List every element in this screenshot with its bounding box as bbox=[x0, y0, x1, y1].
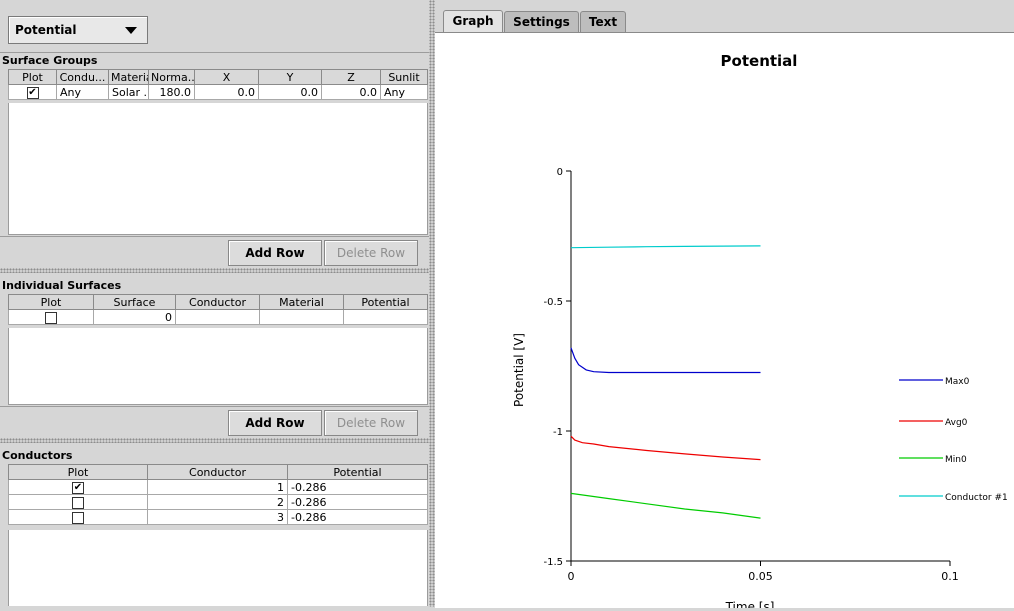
conductor-cell[interactable]: Any bbox=[56, 84, 109, 100]
divider bbox=[0, 236, 429, 237]
table-header: Plot Condu... Material Norma... X Y Z Su… bbox=[8, 69, 428, 85]
tab-settings[interactable]: Settings bbox=[504, 11, 579, 32]
add-row-button[interactable]: Add Row bbox=[228, 240, 322, 266]
y-tick-label: -1.5 bbox=[543, 557, 563, 568]
table-row[interactable]: 2 -0.286 bbox=[8, 494, 428, 510]
table-header: Plot Surface Conductor Material Potentia… bbox=[8, 294, 428, 310]
y-tick-label: -0.5 bbox=[543, 297, 563, 308]
chart-title: Potential bbox=[721, 52, 798, 70]
add-row-button[interactable]: Add Row bbox=[228, 410, 322, 436]
series-line-conductor-1 bbox=[570, 245, 761, 249]
plot-checkbox[interactable]: ✔ bbox=[72, 481, 84, 494]
potential-cell[interactable] bbox=[343, 309, 428, 325]
table-empty-area bbox=[8, 328, 428, 405]
conductor-cell[interactable] bbox=[175, 309, 260, 325]
normal-cell[interactable]: 180.0 bbox=[148, 84, 195, 100]
conductor-cell[interactable]: 1 bbox=[147, 479, 288, 495]
table-empty-area bbox=[8, 103, 428, 235]
x-axis-label: Time [s] bbox=[725, 600, 775, 608]
legend-label: Max0 bbox=[945, 377, 970, 387]
delete-row-button[interactable]: Delete Row bbox=[324, 240, 418, 266]
conductor-cell[interactable]: 2 bbox=[147, 494, 288, 510]
divider bbox=[0, 406, 429, 407]
col-material[interactable]: Material bbox=[108, 69, 149, 85]
plot-checkbox[interactable] bbox=[45, 311, 57, 324]
right-panel: Graph Settings Text Potential Potential … bbox=[435, 0, 1014, 611]
conductors-title: Conductors bbox=[2, 449, 73, 462]
table-row[interactable]: ✔ Any Solar ... 180.0 0.0 0.0 0.0 Any bbox=[8, 84, 428, 100]
col-z[interactable]: Z bbox=[321, 69, 381, 85]
delete-row-button[interactable]: Delete Row bbox=[324, 410, 418, 436]
conductors-table: Plot Conductor Potential ✔ 1 -0.286 2 -0… bbox=[8, 464, 428, 525]
sunlit-cell[interactable]: Any bbox=[380, 84, 428, 100]
plot-cell[interactable]: ✔ bbox=[8, 84, 57, 100]
splitter-handle[interactable] bbox=[0, 268, 429, 273]
z-cell[interactable]: 0.0 bbox=[321, 84, 381, 100]
dropdown-value: Potential bbox=[15, 23, 77, 37]
plot-cell[interactable] bbox=[8, 509, 148, 525]
col-x[interactable]: X bbox=[194, 69, 259, 85]
x-tick-label: 0.05 bbox=[748, 570, 773, 583]
plot-checkbox[interactable]: ✔ bbox=[26, 86, 39, 99]
legend-label: Min0 bbox=[945, 455, 967, 465]
col-plot[interactable]: Plot bbox=[8, 464, 148, 480]
legend-label: Avg0 bbox=[945, 418, 968, 428]
splitter-handle[interactable] bbox=[0, 438, 429, 443]
x-tick-label: 0.1 bbox=[941, 570, 959, 583]
material-cell[interactable] bbox=[259, 309, 344, 325]
table-row[interactable]: ✔ 1 -0.286 bbox=[8, 479, 428, 495]
table-row[interactable]: 3 -0.286 bbox=[8, 509, 428, 525]
tab-text[interactable]: Text bbox=[580, 11, 626, 32]
individual-surfaces-title: Individual Surfaces bbox=[2, 279, 122, 292]
col-sunlit[interactable]: Sunlit bbox=[380, 69, 428, 85]
plot-cell[interactable] bbox=[8, 494, 148, 510]
plot-cell[interactable]: ✔ bbox=[8, 479, 148, 495]
potential-cell[interactable]: -0.286 bbox=[287, 479, 428, 495]
col-potential[interactable]: Potential bbox=[343, 294, 428, 310]
series-line-min0 bbox=[570, 492, 761, 519]
table-header: Plot Conductor Potential bbox=[8, 464, 428, 480]
divider bbox=[0, 52, 429, 53]
plot-checkbox[interactable] bbox=[72, 511, 84, 524]
surface-cell[interactable]: 0 bbox=[93, 309, 176, 325]
col-conductor[interactable]: Conductor bbox=[147, 464, 288, 480]
chevron-down-icon bbox=[125, 27, 137, 34]
col-conductor[interactable]: Conductor bbox=[175, 294, 260, 310]
series-line-avg0 bbox=[570, 435, 761, 461]
col-potential[interactable]: Potential bbox=[287, 464, 428, 480]
material-cell[interactable]: Solar ... bbox=[108, 84, 149, 100]
plot-cell[interactable] bbox=[8, 309, 94, 325]
potential-chart: Potential Potential [V] Time [s] 0 -0.5 -1… bbox=[512, 52, 1008, 611]
legend-label: Conductor #1 bbox=[945, 493, 1008, 503]
graph-panel: Potential Potential [V] Time [s] 0 -0.5 -1… bbox=[435, 32, 1014, 611]
surface-groups-table: Plot Condu... Material Norma... X Y Z Su… bbox=[8, 69, 428, 100]
y-tick-label: 0 bbox=[557, 167, 563, 178]
plot-type-dropdown[interactable]: Potential bbox=[8, 16, 148, 44]
x-cell[interactable]: 0.0 bbox=[194, 84, 259, 100]
col-plot[interactable]: Plot bbox=[8, 69, 57, 85]
potential-cell[interactable]: -0.286 bbox=[287, 494, 428, 510]
surface-groups-title: Surface Groups bbox=[2, 54, 98, 67]
col-plot[interactable]: Plot bbox=[8, 294, 94, 310]
series-line-max0 bbox=[570, 347, 761, 374]
col-conductor[interactable]: Condu... bbox=[56, 69, 109, 85]
table-row[interactable]: 0 bbox=[8, 309, 428, 325]
col-material[interactable]: Material bbox=[259, 294, 344, 310]
conductor-cell[interactable]: 3 bbox=[147, 509, 288, 525]
left-panel: Potential Surface Groups Plot Condu... M… bbox=[0, 0, 429, 607]
plot-checkbox[interactable] bbox=[72, 496, 84, 509]
y-cell[interactable]: 0.0 bbox=[258, 84, 322, 100]
tab-graph[interactable]: Graph bbox=[443, 10, 503, 33]
col-normal[interactable]: Norma... bbox=[148, 69, 195, 85]
individual-surfaces-table: Plot Surface Conductor Material Potentia… bbox=[8, 294, 428, 325]
potential-cell[interactable]: -0.286 bbox=[287, 509, 428, 525]
table-empty-area bbox=[8, 530, 428, 606]
col-surface[interactable]: Surface bbox=[93, 294, 176, 310]
x-tick-label: 0 bbox=[568, 570, 575, 583]
main-splitter[interactable] bbox=[429, 0, 435, 607]
col-y[interactable]: Y bbox=[258, 69, 322, 85]
y-tick-label: -1 bbox=[553, 427, 563, 438]
y-axis-label: Potential [V] bbox=[512, 333, 526, 407]
